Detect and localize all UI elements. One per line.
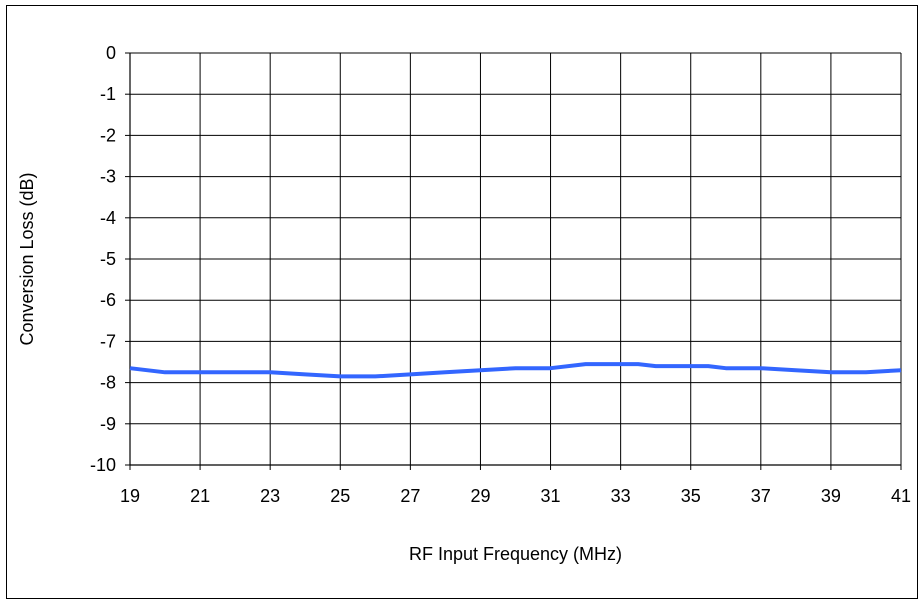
y-tick-labels: 0 -1 -2 -3 -4 -5 -6 -7 -8 -9 -10 [90, 43, 116, 475]
x-axis-title: RF Input Frequency (MHz) [409, 544, 622, 564]
x-tick-label: 23 [260, 486, 280, 506]
chart-frame [6, 5, 918, 599]
x-tick-label: 35 [681, 486, 701, 506]
x-tick-label: 27 [400, 486, 420, 506]
x-tick-label: 21 [190, 486, 210, 506]
x-tick-label: 25 [330, 486, 350, 506]
x-tick-labels: 19 21 23 25 27 29 31 33 35 37 39 41 [120, 486, 911, 506]
y-tick-label: -5 [100, 249, 116, 269]
y-tick-label: -6 [100, 290, 116, 310]
gridlines [129, 52, 902, 466]
y-tick-label: -1 [100, 84, 116, 104]
y-tick-label: -10 [90, 455, 116, 475]
y-axis-title: Conversion Loss (dB) [17, 172, 37, 345]
x-tick-label: 33 [611, 486, 631, 506]
x-tick-label: 19 [120, 486, 140, 506]
series [129, 362, 902, 379]
series-line [129, 362, 902, 379]
y-tick-label: -9 [100, 414, 116, 434]
y-tick-label: -4 [100, 208, 116, 228]
x-tick-label: 31 [541, 486, 561, 506]
x-tick-label: 39 [821, 486, 841, 506]
y-tick-label: -7 [100, 331, 116, 351]
axes [125, 52, 902, 470]
y-tick-label: -2 [100, 125, 116, 145]
y-tick-label: 0 [106, 43, 116, 63]
y-tick-label: -8 [100, 373, 116, 393]
y-tick-label: -3 [100, 167, 116, 187]
x-tick-label: 29 [470, 486, 490, 506]
x-tick-label: 41 [891, 486, 911, 506]
x-tick-label: 37 [751, 486, 771, 506]
